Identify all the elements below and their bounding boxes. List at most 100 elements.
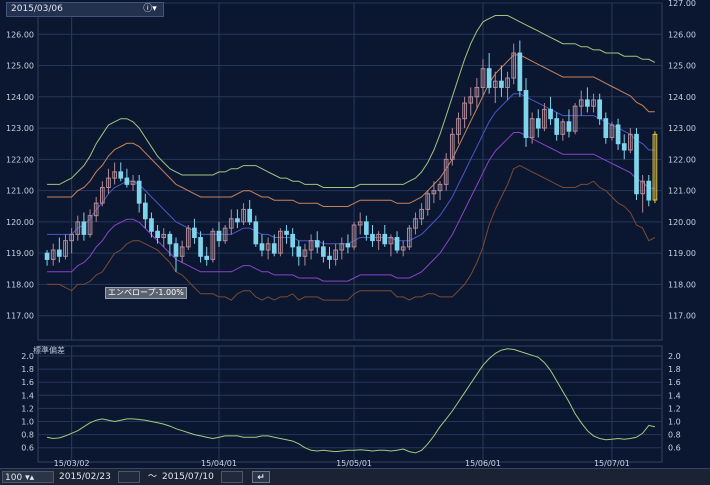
bollinger-lower-line bbox=[47, 165, 656, 301]
candle-body bbox=[235, 218, 240, 223]
y-tick-label-left: 125.00 bbox=[6, 62, 34, 71]
candle-body bbox=[271, 243, 277, 254]
y-tick-label-left: 123.00 bbox=[6, 124, 34, 133]
end-date-input[interactable]: 2015/07/10 bbox=[162, 472, 214, 482]
candle-body bbox=[529, 118, 535, 138]
candle-body bbox=[75, 221, 81, 235]
y-tick-label-left: 120.00 bbox=[6, 218, 34, 227]
candle-body bbox=[400, 246, 406, 251]
candle-body bbox=[511, 52, 517, 79]
y-tick-label-right: 121.00 bbox=[668, 187, 696, 196]
candle-body bbox=[634, 133, 639, 195]
candle-body bbox=[597, 99, 603, 120]
candle-body bbox=[278, 230, 283, 254]
x-tick-label: 15/06/01 bbox=[465, 459, 501, 468]
candle-body bbox=[81, 221, 87, 235]
candle-body bbox=[284, 230, 289, 235]
candle-body bbox=[585, 99, 590, 107]
sub-y-tick-right: 0.6 bbox=[668, 444, 681, 453]
candle-body bbox=[228, 218, 234, 229]
bollinger-upper-line bbox=[47, 15, 656, 188]
candle-body bbox=[314, 240, 320, 248]
candle-body bbox=[259, 243, 265, 251]
candle-body bbox=[333, 249, 338, 260]
candle-body bbox=[382, 233, 388, 245]
y-tick-label-right: 119.00 bbox=[668, 249, 696, 258]
candle-body bbox=[499, 80, 504, 88]
candle-body bbox=[652, 133, 658, 201]
y-tick-label-right: 122.00 bbox=[668, 155, 696, 164]
candle-body bbox=[302, 249, 308, 257]
candle-body bbox=[57, 249, 62, 257]
candle-body bbox=[609, 124, 615, 138]
y-tick-label-left: 118.00 bbox=[6, 280, 34, 289]
candle-body bbox=[449, 133, 455, 160]
x-tick-label: 15/07/01 bbox=[594, 459, 630, 468]
candle-body bbox=[216, 230, 222, 242]
candle-body bbox=[462, 102, 467, 120]
candle-body bbox=[93, 202, 99, 217]
sub-y-tick-left: 2.0 bbox=[21, 352, 34, 361]
candle-body bbox=[443, 158, 449, 185]
candle-body bbox=[431, 190, 437, 195]
y-tick-label-left: 124.00 bbox=[6, 93, 34, 102]
y-tick-label-left: 119.00 bbox=[6, 249, 34, 258]
stddev-line bbox=[46, 348, 656, 454]
candle-body bbox=[69, 233, 74, 242]
candle-body bbox=[523, 90, 529, 138]
candle-body bbox=[425, 193, 431, 210]
range-separator: ～ bbox=[148, 472, 158, 482]
candle-body bbox=[628, 133, 633, 151]
candle-body bbox=[161, 233, 167, 239]
sub-y-tick-left: 0.8 bbox=[21, 431, 34, 440]
candle-body bbox=[388, 237, 394, 245]
x-tick-label: 15/04/01 bbox=[201, 459, 237, 468]
candle-body bbox=[535, 118, 541, 129]
end-calendar-button[interactable] bbox=[221, 471, 243, 483]
chevron-down-icon[interactable]: ▾ bbox=[25, 473, 30, 483]
x-tick-label: 15/05/01 bbox=[336, 459, 372, 468]
candle-body bbox=[554, 118, 560, 135]
candle-body bbox=[364, 221, 369, 235]
candle-body bbox=[339, 243, 345, 251]
date-selector[interactable]: 2015/03/06 ⓘ▾ bbox=[6, 2, 164, 17]
candle-body bbox=[456, 118, 461, 135]
candle-body bbox=[99, 186, 105, 204]
y-tick-label-right: 117.00 bbox=[668, 312, 696, 321]
candle-body bbox=[640, 180, 645, 195]
candle-body bbox=[106, 177, 111, 188]
candle-body bbox=[517, 52, 523, 92]
candle-body bbox=[327, 255, 332, 260]
start-date-input[interactable]: 2015/02/23 bbox=[59, 472, 111, 482]
current-date: 2015/03/06 bbox=[11, 4, 63, 14]
chevron-up-icon[interactable]: ▴ bbox=[29, 473, 35, 483]
candle-body bbox=[192, 227, 197, 239]
start-calendar-button[interactable] bbox=[118, 471, 140, 483]
bar-count-select[interactable]: 100 ▾▴ bbox=[2, 471, 54, 483]
candle-body bbox=[542, 108, 547, 129]
range-bar: 100 ▾▴ 2015/02/23 ～ 2015/07/10 ↵ bbox=[0, 468, 710, 485]
candle-body bbox=[406, 227, 412, 248]
sub-y-tick-right: 2.0 bbox=[668, 352, 681, 361]
y-tick-label-right: 123.00 bbox=[668, 124, 696, 133]
candle-body bbox=[560, 121, 566, 135]
y-tick-label-left: 122.00 bbox=[6, 155, 34, 164]
y-tick-label-right: 126.00 bbox=[668, 30, 696, 39]
candle-body bbox=[615, 124, 621, 145]
candle-body bbox=[376, 233, 381, 242]
candle-body bbox=[290, 233, 296, 248]
candle-body bbox=[87, 215, 93, 235]
candle-body bbox=[370, 233, 375, 242]
candle-body bbox=[578, 99, 584, 107]
candle-body bbox=[210, 230, 216, 260]
candle-body bbox=[112, 171, 117, 179]
bar-count-value: 100 bbox=[5, 473, 23, 483]
return-icon: ↵ bbox=[257, 473, 265, 483]
apply-button[interactable]: ↵ bbox=[252, 471, 270, 483]
sub-y-tick-right: 0.8 bbox=[668, 431, 681, 440]
info-button[interactable]: ⓘ▾ bbox=[143, 4, 157, 14]
sub-y-tick-right: 1.4 bbox=[668, 391, 681, 400]
candle-body bbox=[124, 177, 130, 185]
envelope-upper-line bbox=[47, 54, 655, 207]
